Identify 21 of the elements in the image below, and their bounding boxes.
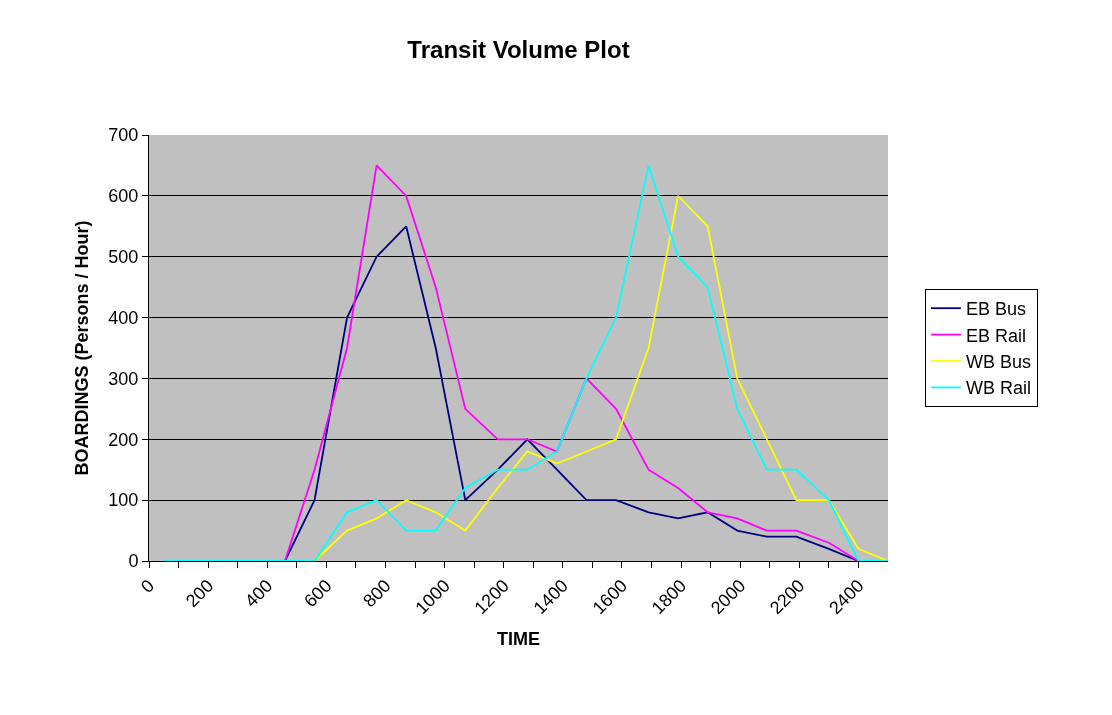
x-tick-label: 800 [359,575,395,612]
x-tick-label: 200 [181,575,218,612]
x-tick-label: 0 [136,575,159,597]
y-tick-label: 500 [108,247,139,268]
y-axis-title: BOARDINGS (Persons / Hour) [71,220,92,476]
legend-label: EB Bus [965,299,1026,320]
x-axis-title: TIME [497,629,540,650]
chart-title: Transit Volume Plot [407,36,630,64]
legend-label: WB Rail [965,378,1031,399]
y-tick-label: 100 [108,490,139,511]
legend-label: EB Rail [965,325,1026,346]
y-tick-label: 400 [108,307,139,328]
y-tick-label: 300 [108,368,139,389]
x-tick-label: 400 [241,575,277,612]
line-series [162,164,888,561]
y-tick-label: 0 [128,551,139,572]
y-tick-label: 600 [108,186,139,207]
y-tick-label: 700 [108,125,139,146]
x-tick-label: 600 [300,575,336,612]
y-tick-label: 200 [108,429,139,450]
legend-label: WB Bus [965,352,1031,373]
